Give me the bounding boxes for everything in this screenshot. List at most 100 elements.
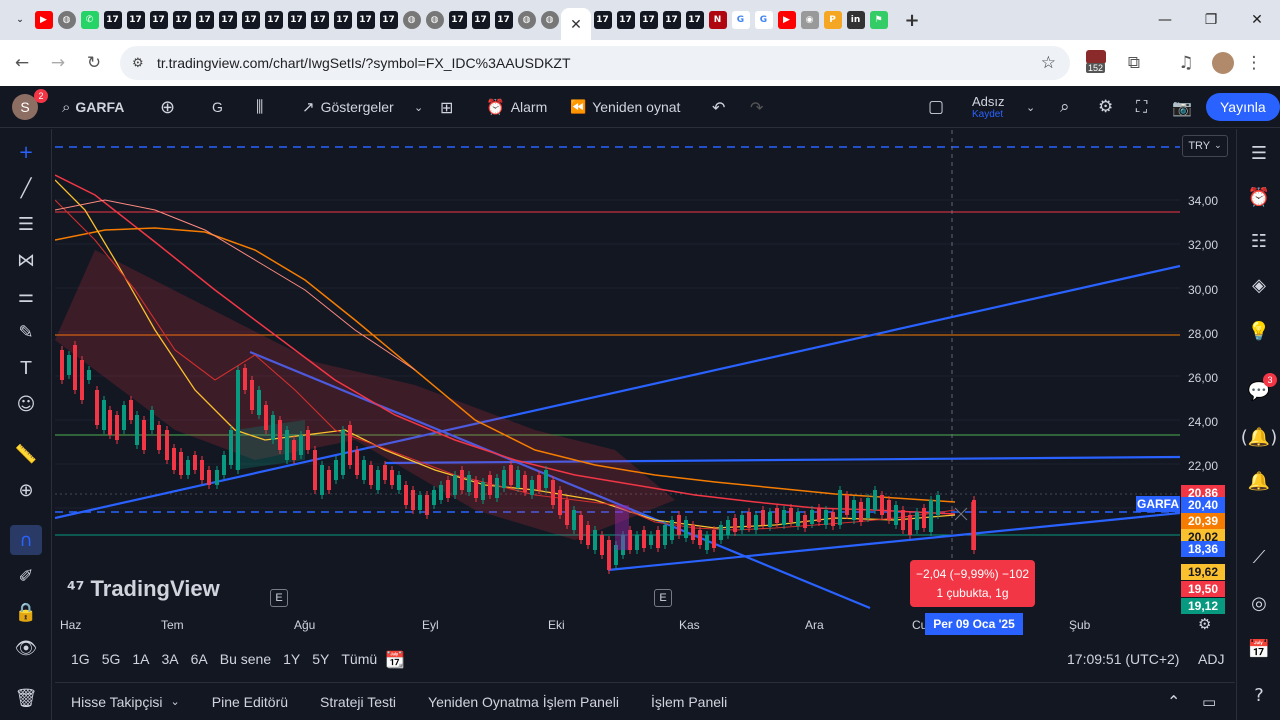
tv-icon[interactable]: 17 xyxy=(639,11,658,29)
drawing-lock-pen-icon[interactable]: ✐ xyxy=(18,565,34,587)
watchlist-icon[interactable]: ☰ xyxy=(1250,142,1268,164)
range-button[interactable]: 1Y xyxy=(283,651,301,667)
earth-icon[interactable]: ◍ xyxy=(425,11,444,29)
user-avatar[interactable]: S 2 xyxy=(12,86,48,128)
layers-icon[interactable]: ◈ xyxy=(1252,274,1266,296)
media-controls-icon[interactable]: ♫ xyxy=(1178,53,1194,73)
earnings-marker[interactable]: E xyxy=(654,589,672,607)
snapshot-button[interactable]: 📷 xyxy=(1172,86,1192,128)
range-button[interactable]: 5Y xyxy=(312,651,330,667)
compare-symbol-button[interactable]: ⊕ xyxy=(160,86,175,128)
help-icon[interactable]: ? xyxy=(1254,684,1264,706)
settings-button[interactable]: ⚙ xyxy=(1098,86,1113,128)
inv-icon[interactable]: in xyxy=(846,11,865,29)
quick-search-button[interactable]: ⌕ xyxy=(1060,86,1070,128)
site-info-icon[interactable]: ⚙ xyxy=(132,55,144,71)
layout-select-button[interactable]: ▢ xyxy=(928,86,944,128)
notifications-bell-icon[interactable]: 🔔 xyxy=(1247,470,1271,492)
broadcast-icon[interactable]: (🔔) xyxy=(1240,426,1278,448)
google-icon[interactable]: G xyxy=(754,11,773,29)
range-button[interactable]: 5G xyxy=(101,651,121,667)
currency-selector[interactable]: TRY ⌄ xyxy=(1182,135,1228,157)
indicators-dropdown[interactable]: ⌄ xyxy=(414,86,423,128)
tv-icon[interactable]: 17 xyxy=(287,11,306,29)
bottom-tab[interactable]: Hisse Takipçisi xyxy=(71,693,163,710)
google-icon[interactable]: G xyxy=(731,11,750,29)
collapse-panel-icon[interactable]: ⌃ xyxy=(1167,692,1181,711)
tv-icon[interactable]: 17 xyxy=(149,11,168,29)
projection-icon[interactable]: ⚌ xyxy=(17,285,35,307)
bookmark-star-icon[interactable]: ☆ xyxy=(1040,53,1056,73)
fib-icon[interactable]: ☰ xyxy=(17,213,35,235)
emoji-icon[interactable]: ☺ xyxy=(16,393,36,415)
earth-icon[interactable]: ◍ xyxy=(517,11,536,29)
close-window-button[interactable]: ✕ xyxy=(1251,12,1263,28)
forward-button[interactable]: → xyxy=(50,53,66,73)
browser-menu-icon[interactable]: ⋮ xyxy=(1245,53,1263,73)
tv-icon[interactable]: 17 xyxy=(264,11,283,29)
ideas-bulb-icon[interactable]: 💡 xyxy=(1247,320,1271,342)
n-icon[interactable]: N xyxy=(708,11,727,29)
puzzle-extensions-icon[interactable]: ⧉ xyxy=(1127,53,1141,73)
earth-icon[interactable]: ◍ xyxy=(540,11,559,29)
chart-type-button[interactable]: ⫼ xyxy=(256,86,263,128)
tv-icon[interactable]: 17 xyxy=(593,11,612,29)
tv-icon[interactable]: 17 xyxy=(310,11,329,29)
symbol-search-button[interactable]: ⌕ GARFA xyxy=(62,86,124,128)
redo-button[interactable]: ↷ xyxy=(750,86,763,128)
trash-icon[interactable]: 🗑 xyxy=(14,687,38,709)
earth-icon[interactable]: ◍ xyxy=(402,11,421,29)
tab-search-icon[interactable]: ⌄ xyxy=(16,15,24,25)
tv-icon[interactable]: 17 xyxy=(471,11,490,29)
adj-button[interactable]: ADJ xyxy=(1198,651,1225,667)
ruler-icon[interactable]: 📏 xyxy=(14,443,38,465)
tv-icon[interactable]: 17 xyxy=(333,11,352,29)
extension-icon-with-badge[interactable]: 152 xyxy=(1086,50,1108,74)
bottom-tab[interactable]: Pine Editörü xyxy=(211,693,289,710)
new-tab-button[interactable]: + xyxy=(904,9,920,31)
url-text[interactable]: tr.tradingview.com/chart/IwgSetIs/?symbo… xyxy=(157,55,571,71)
magnet-icon[interactable]: ∩ xyxy=(10,525,42,555)
flag-icon[interactable]: ⚑ xyxy=(869,11,888,29)
tv-icon[interactable]: 17 xyxy=(126,11,145,29)
text-icon[interactable]: T xyxy=(20,357,32,379)
layout-dropdown[interactable]: ⌄ xyxy=(1026,86,1035,128)
whatsapp-icon[interactable]: ✆ xyxy=(80,11,99,29)
youtube-icon[interactable]: ▶ xyxy=(34,11,53,29)
brush-icon[interactable]: ✎ xyxy=(18,321,34,343)
publish-button[interactable]: Yayınla xyxy=(1206,86,1280,128)
minimize-button[interactable]: — xyxy=(1158,12,1172,28)
indicators-button[interactable]: ↗ Göstergeler xyxy=(302,86,394,128)
tv-icon[interactable]: 17 xyxy=(103,11,122,29)
omnibox[interactable]: ⚙ tr.tradingview.com/chart/IwgSetIs/?sym… xyxy=(120,46,1070,80)
chrome-icon[interactable]: ◉ xyxy=(800,11,819,29)
tv-icon[interactable]: 17 xyxy=(685,11,704,29)
chat-icon[interactable]: 💬 xyxy=(1247,380,1271,402)
tv-icon[interactable]: 17 xyxy=(379,11,398,29)
profile-avatar[interactable] xyxy=(1212,52,1234,74)
calendar-icon[interactable]: 📅 xyxy=(1247,638,1271,660)
undo-button[interactable]: ↶ xyxy=(712,86,725,128)
reload-button[interactable]: ↻ xyxy=(86,53,102,73)
tv-icon[interactable]: 17 xyxy=(616,11,635,29)
price-chart[interactable] xyxy=(54,130,1235,638)
pattern-drawing-icon[interactable]: ⟋ xyxy=(1252,546,1266,568)
tv-icon[interactable]: 17 xyxy=(218,11,237,29)
range-button[interactable]: 1A xyxy=(132,651,150,667)
replay-button[interactable]: ⏪ Yeniden oynat xyxy=(570,86,680,128)
active-tab-close-icon[interactable]: ✕ xyxy=(561,8,591,40)
maximize-panel-icon[interactable]: ▭ xyxy=(1202,692,1217,711)
clock[interactable]: 17:09:51 (UTC+2) xyxy=(1067,651,1180,667)
time-axis-settings-icon[interactable]: ⚙ xyxy=(1198,615,1212,633)
p-icon[interactable]: P xyxy=(823,11,842,29)
tv-icon[interactable]: 17 xyxy=(448,11,467,29)
interval-button[interactable]: G xyxy=(212,86,223,128)
tv-icon[interactable]: 17 xyxy=(662,11,681,29)
back-button[interactable]: ← xyxy=(14,53,30,73)
crosshair-icon[interactable]: + xyxy=(18,141,34,163)
range-button[interactable]: 6A xyxy=(190,651,208,667)
zoom-in-icon[interactable]: ⊕ xyxy=(18,479,34,501)
tv-icon[interactable]: 17 xyxy=(195,11,214,29)
lock-icon[interactable]: 🔒 xyxy=(14,601,38,623)
pattern-icon[interactable]: ⋈ xyxy=(17,249,35,271)
